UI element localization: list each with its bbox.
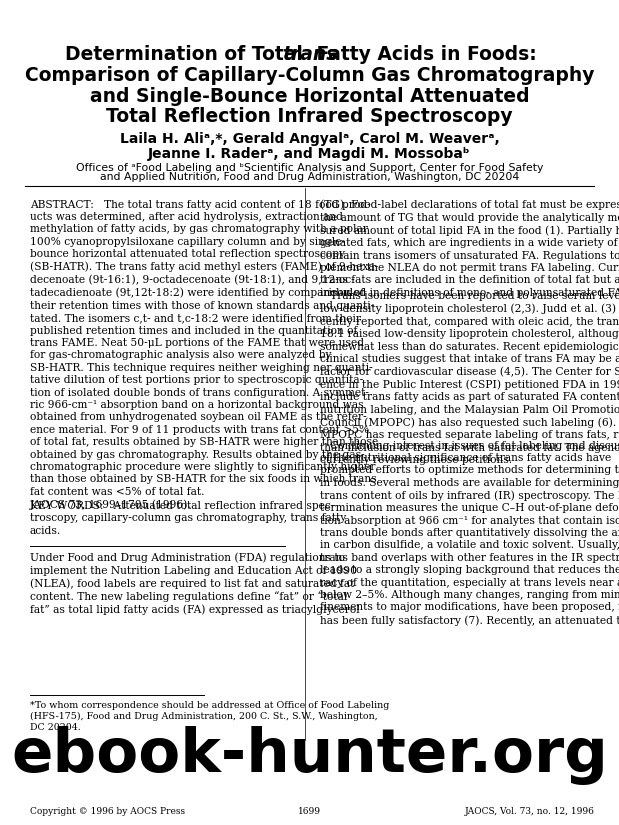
Text: 1699: 1699 xyxy=(298,807,321,816)
Text: Determination of Total: Determination of Total xyxy=(65,45,310,64)
Text: (TG). Food-label declarations of total fat must be expressed as
the amount of TG: (TG). Food-label declarations of total f… xyxy=(320,200,619,298)
Text: Fatty Acids in Foods:: Fatty Acids in Foods: xyxy=(310,45,536,64)
Text: Comparison of Capillary-Column Gas Chromatography: Comparison of Capillary-Column Gas Chrom… xyxy=(25,66,594,85)
Text: JAOCS, Vol. 73, no. 12, 1996: JAOCS, Vol. 73, no. 12, 1996 xyxy=(464,807,594,816)
Text: trans: trans xyxy=(282,45,337,64)
Text: Under Food and Drug Administration (FDA) regulations to
implement the Nutrition : Under Food and Drug Administration (FDA)… xyxy=(30,553,360,615)
Text: Total Reflection Infrared Spectroscopy: Total Reflection Infrared Spectroscopy xyxy=(106,107,513,126)
Text: Laila H. Aliᵃ,*, Gerald Angyalᵃ, Carol M. Weaverᵃ,: Laila H. Aliᵃ,*, Gerald Angyalᵃ, Carol M… xyxy=(119,132,500,146)
Text: Offices of ᵃFood Labeling and ᵇScientific Analysis and Support, Center for Food : Offices of ᵃFood Labeling and ᵇScientifi… xyxy=(76,163,543,172)
Text: Jeanne I. Raderᵃ, and Magdi M. Mossobaᵇ: Jeanne I. Raderᵃ, and Magdi M. Mossobaᵇ xyxy=(148,147,471,161)
Text: Trans isomers have been reported to raise serum levels of
low-density lipoprotei: Trans isomers have been reported to rais… xyxy=(320,291,619,465)
Text: and Single-Bounce Horizontal Attenuated: and Single-Bounce Horizontal Attenuated xyxy=(90,87,529,106)
Text: Continuing interest in issues of fat labeling and discussions
of the nutritional: Continuing interest in issues of fat lab… xyxy=(320,441,619,625)
Text: ABSTRACT:   The total trans fatty acid content of 18 food prod-
ucts was determi: ABSTRACT: The total trans fatty acid con… xyxy=(30,200,378,510)
Text: *To whom correspondence should be addressed at Office of Food Labeling
(HFS-175): *To whom correspondence should be addres… xyxy=(30,701,389,732)
Text: and Applied Nutrition, Food and Drug Administration, Washington, DC 20204: and Applied Nutrition, Food and Drug Adm… xyxy=(100,172,519,182)
Text: KEY WORDS:   Attenuated total reflection infrared spec-
troscopy, capillary-colu: KEY WORDS: Attenuated total reflection i… xyxy=(30,501,346,535)
Text: Copyright © 1996 by AOCS Press: Copyright © 1996 by AOCS Press xyxy=(30,807,185,816)
Text: ebook-hunter.org: ebook-hunter.org xyxy=(11,726,608,785)
